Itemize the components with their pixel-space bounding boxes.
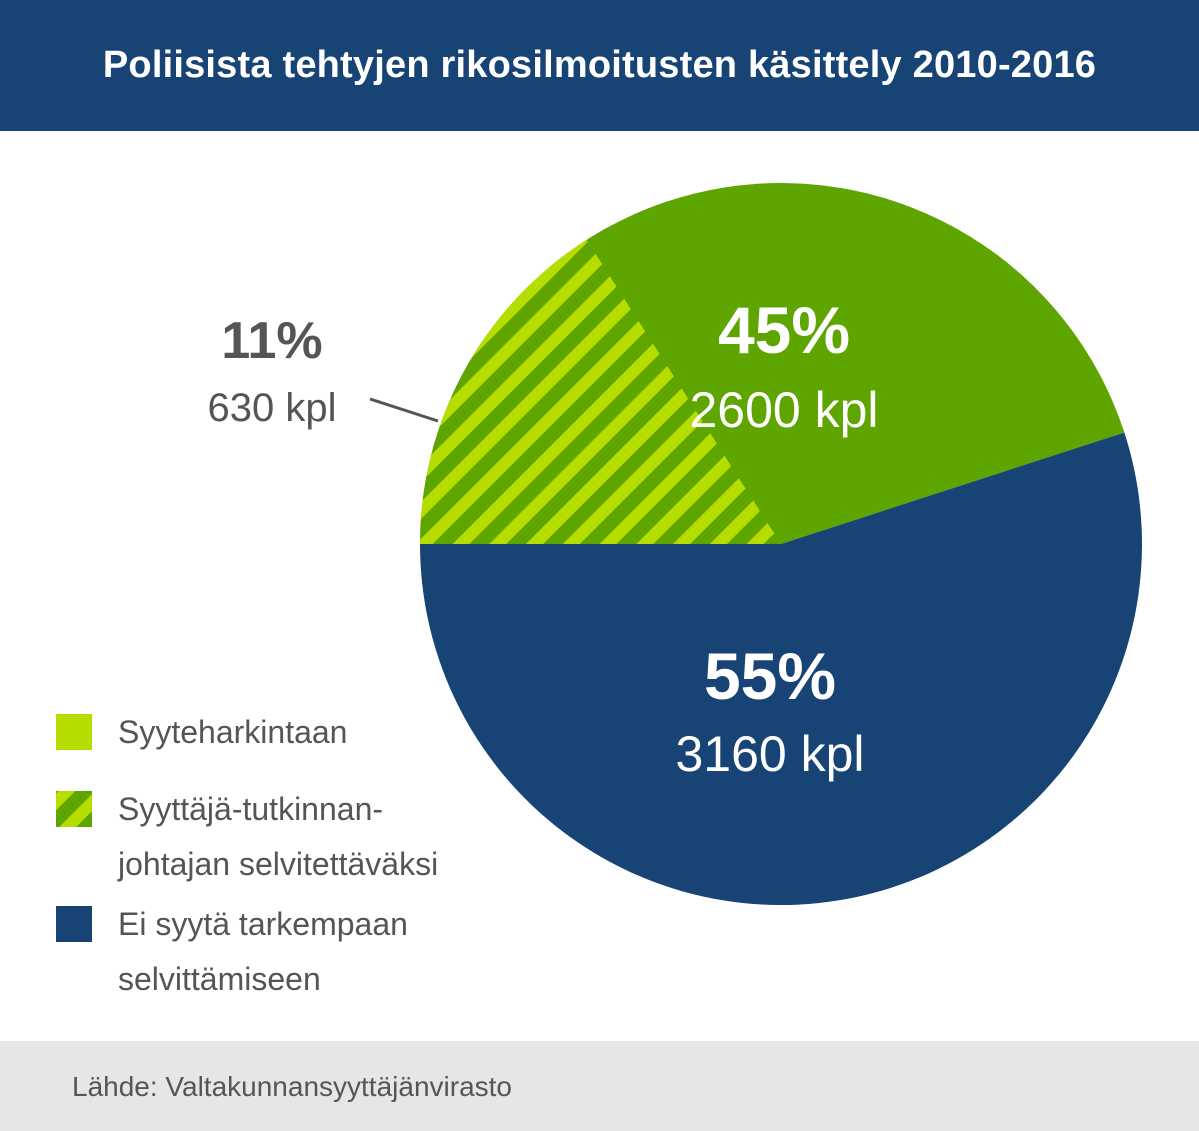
legend-swatch — [56, 714, 92, 750]
source-text: Lähde: Valtakunnansyyttäjänvirasto — [72, 1071, 512, 1103]
leader-line — [370, 399, 438, 421]
label-55-percent: 55% — [704, 639, 836, 713]
label-2600-kpl: 2600 kpl — [689, 382, 878, 438]
label-11-percent: 11% — [221, 312, 322, 370]
source-footer: Lähde: Valtakunnansyyttäjänvirasto — [0, 1041, 1199, 1131]
label-45-percent: 45% — [718, 293, 850, 367]
legend-swatch — [56, 791, 92, 827]
chart-header: Poliisista tehtyjen rikosilmoitusten käs… — [0, 0, 1199, 131]
legend: Syyteharkintaan Syyttäjä-tutkinnan-johtaj… — [56, 714, 438, 997]
label-630-kpl: 630 kpl — [208, 386, 337, 430]
legend-label: Syyttäjä-tutkinnan- — [118, 791, 383, 827]
label-3160-kpl: 3160 kpl — [675, 726, 864, 782]
pie-slices — [420, 183, 1142, 905]
legend-label: Ei syytä tarkempaan — [118, 906, 408, 942]
legend-label: selvittämiseen — [118, 961, 321, 997]
legend-label: johtajan selvitettäväksi — [117, 846, 438, 882]
chart-title: Poliisista tehtyjen rikosilmoitusten käs… — [103, 44, 1096, 87]
legend-label: Syyteharkintaan — [118, 714, 347, 750]
pie-chart: 45% 2600 kpl 55% 3160 kpl 11% 630 kpl Syyteha… — [0, 131, 1199, 1041]
legend-swatch — [56, 906, 92, 942]
